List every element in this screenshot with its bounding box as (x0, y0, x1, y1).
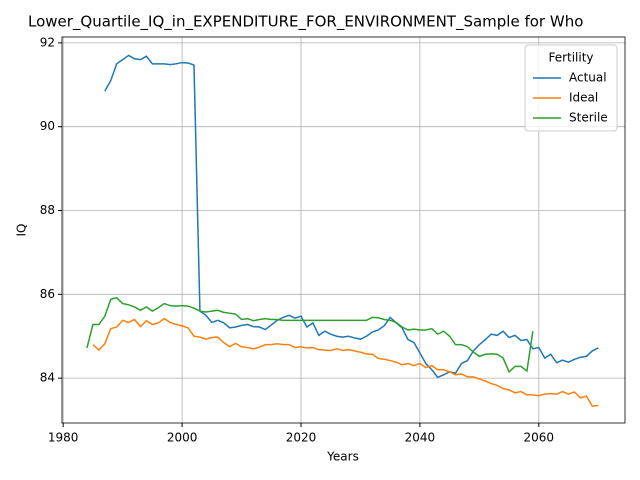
x-tick-label: 2060 (524, 431, 555, 445)
line-series (104, 54, 599, 379)
line-series (86, 296, 534, 374)
legend-label: Ideal (569, 91, 598, 105)
legend-title: Fertility (548, 51, 593, 65)
y-axis-label: IQ (15, 224, 29, 237)
y-tick-label: 84 (40, 371, 55, 385)
legend-label: Sterile (569, 111, 608, 125)
plot-frame (61, 36, 626, 424)
y-tick-label: 88 (40, 203, 55, 217)
x-axis-label: Years (326, 450, 359, 464)
x-tick-label: 2000 (167, 431, 198, 445)
y-tick-label: 92 (40, 35, 55, 49)
x-tick-label: 2040 (405, 431, 436, 445)
line-series (92, 317, 599, 408)
legend: Fertility Actual Ideal Sterile (524, 44, 618, 132)
legend-box (524, 44, 618, 132)
chart-title: Lower_Quartile_IQ_in_EXPENDITURE_FOR_ENV… (28, 13, 583, 32)
y-tick-label: 90 (40, 119, 55, 133)
x-tick-label: 2020 (286, 431, 317, 445)
y-tick-label: 86 (40, 287, 55, 301)
legend-label: Actual (569, 71, 607, 85)
x-tick-label: 1980 (48, 431, 79, 445)
